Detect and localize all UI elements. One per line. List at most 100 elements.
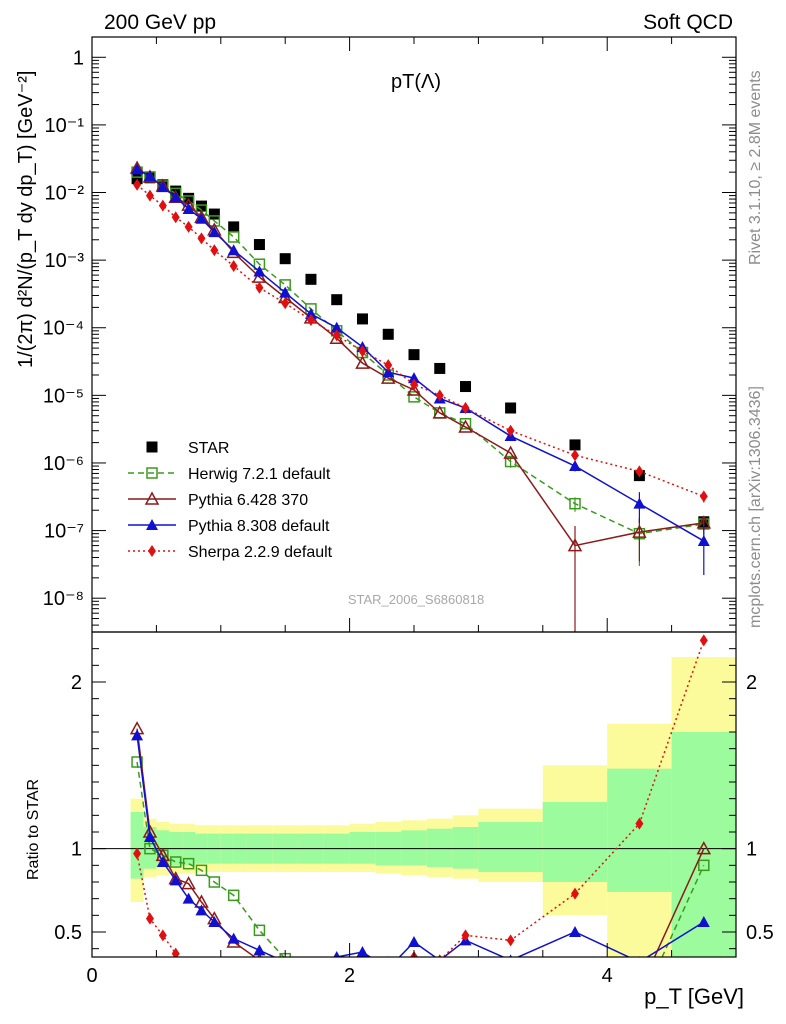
ratio-point-sherpa-2-2-9-default xyxy=(387,956,389,957)
point-star xyxy=(408,349,420,361)
legend-marker xyxy=(146,441,158,453)
point-sherpa-2-2-9-default xyxy=(210,244,219,257)
point-star xyxy=(434,362,446,374)
point-pythia-8-308-default xyxy=(408,372,420,384)
y-axis-title-ratio: Ratio to STAR xyxy=(25,779,42,880)
ratio-point-sherpa-2-2-9-default xyxy=(230,973,238,985)
legend-label: STAR xyxy=(188,440,229,457)
band-stat xyxy=(130,812,144,879)
ratio-point-herwig-7-2-1-default xyxy=(144,842,156,855)
point-sherpa-2-2-9-default xyxy=(699,490,708,503)
ratio-point-pythia-6-428-370 xyxy=(696,841,712,855)
legend-label: Pythia 6.428 370 xyxy=(188,492,308,509)
point-pythia-8-308-default xyxy=(169,191,182,203)
x-axis-title: p_T [GeV] xyxy=(644,984,744,1009)
ratio-point-sherpa-2-2-9-default xyxy=(358,959,366,971)
y-tick-label: 10⁻² xyxy=(45,183,85,205)
ratio-point-sherpa-2-2-9-default xyxy=(281,974,289,986)
point-star xyxy=(208,208,220,220)
point-pythia-6-428-370 xyxy=(329,330,344,344)
ratio-point-pythia-6-428-370 xyxy=(181,876,196,890)
ratio-point-sherpa-2-2-9-default xyxy=(571,887,579,900)
ratio-point-pythia-8-308-default xyxy=(131,729,144,741)
band-stat xyxy=(401,830,427,866)
ratio-line-pythia-8-308-default xyxy=(136,735,705,957)
ratio-point-pythia-8-308-default xyxy=(182,892,195,904)
ratio-point-pythia-6-428-370 xyxy=(434,973,446,984)
main-line-pythia-8-308-default xyxy=(136,168,705,542)
ratio-point-pythia-8-308-default xyxy=(697,916,710,927)
band-stat xyxy=(452,827,479,869)
legend-item: Pythia 8.308 default xyxy=(128,518,330,535)
point-sherpa-2-2-9-default xyxy=(255,281,264,294)
y-tick-label: 10⁻⁸ xyxy=(43,588,84,610)
ratio-point-sherpa-2-2-9-default xyxy=(158,929,167,942)
point-pythia-8-308-default xyxy=(143,170,156,182)
point-star xyxy=(195,200,207,212)
legend-marker xyxy=(144,491,160,505)
ratio-tick-label-left: 1 xyxy=(71,839,82,861)
point-herwig-7-2-1-default xyxy=(408,391,420,403)
point-sherpa-2-2-9-default xyxy=(635,465,644,478)
ratio-point-herwig-7-2-1-default xyxy=(634,1002,644,1012)
ratio-point-pythia-8-308-default xyxy=(227,932,240,944)
ratio-point-herwig-7-2-1-default xyxy=(182,857,195,870)
legend-item: STAR xyxy=(146,440,229,457)
legend-item: Pythia 6.428 370 xyxy=(128,491,308,509)
point-sherpa-2-2-9-default xyxy=(435,389,444,402)
y-tick-label: 10⁻⁴ xyxy=(43,318,84,340)
main-line-pythia-6-428-370 xyxy=(136,167,704,547)
legend-label: Sherpa 2.2.9 default xyxy=(188,544,333,561)
point-pythia-8-308-default xyxy=(330,321,343,333)
ratio-point-herwig-7-2-1-default xyxy=(383,1000,393,1010)
header-right: Soft QCD xyxy=(643,11,733,34)
point-pythia-6-428-370 xyxy=(503,445,518,459)
point-pythia-8-308-default xyxy=(156,181,169,193)
ratio-point-pythia-8-308-default xyxy=(169,874,182,886)
ratio-point-pythia-8-308-default xyxy=(284,956,286,957)
ratio-point-sherpa-2-2-9-default xyxy=(506,934,515,947)
ratio-point-pythia-8-308-default xyxy=(509,954,513,957)
point-pythia-8-308-default xyxy=(208,226,221,238)
ratio-point-pythia-8-308-default xyxy=(156,856,169,867)
band-stat xyxy=(607,768,672,892)
ratio-point-pythia-8-308-default xyxy=(305,959,317,970)
ratio-point-herwig-7-2-1-default xyxy=(698,859,710,872)
point-sherpa-2-2-9-default xyxy=(281,297,290,310)
point-pythia-8-308-default xyxy=(279,286,292,298)
ratio-tick-label-right: 1 xyxy=(746,839,757,861)
y-tick-label: 10⁻⁷ xyxy=(44,521,84,543)
point-star xyxy=(460,381,472,393)
point-pythia-8-308-default xyxy=(633,497,646,509)
ratio-point-sherpa-2-2-9-default xyxy=(333,969,341,981)
legend-item: Herwig 7.2.1 default xyxy=(128,466,331,483)
legend-item: Sherpa 2.2.9 default xyxy=(128,544,333,561)
legend-label: Pythia 8.308 default xyxy=(188,518,330,535)
ratio-point-pythia-8-308-default xyxy=(356,946,369,957)
point-pythia-6-428-370 xyxy=(355,355,370,369)
point-star xyxy=(131,173,143,185)
point-pythia-8-308-default xyxy=(382,366,395,378)
ratio-point-herwig-7-2-1-default xyxy=(461,1002,471,1012)
band-stat xyxy=(542,802,608,882)
ratio-point-pythia-6-428-370 xyxy=(257,952,262,957)
point-sherpa-2-2-9-default xyxy=(158,199,167,212)
point-sherpa-2-2-9-default xyxy=(197,232,206,245)
point-pythia-8-308-default xyxy=(697,535,710,547)
y-tick-label: 10⁻¹ xyxy=(45,115,85,137)
ratio-point-herwig-7-2-1-default xyxy=(253,924,266,937)
x-tick-label: 4 xyxy=(602,965,613,987)
point-pythia-8-308-default xyxy=(253,265,266,277)
side-label-mcplots: mcplots.cern.ch [arXiv:1306.3436] xyxy=(747,386,764,628)
header-left: 200 GeV pp xyxy=(104,11,216,34)
point-star xyxy=(253,239,265,251)
point-herwig-7-2-1-default xyxy=(208,215,221,227)
point-star xyxy=(279,253,291,265)
ratio-point-sherpa-2-2-9-default xyxy=(699,634,708,647)
x-tick-label: 2 xyxy=(344,965,355,987)
ratio-point-pythia-8-308-default xyxy=(408,936,420,947)
ratio-point-herwig-7-2-1-default xyxy=(169,856,182,868)
ratio-point-pythia-6-428-370 xyxy=(305,964,317,975)
point-pythia-6-428-370 xyxy=(632,524,647,538)
